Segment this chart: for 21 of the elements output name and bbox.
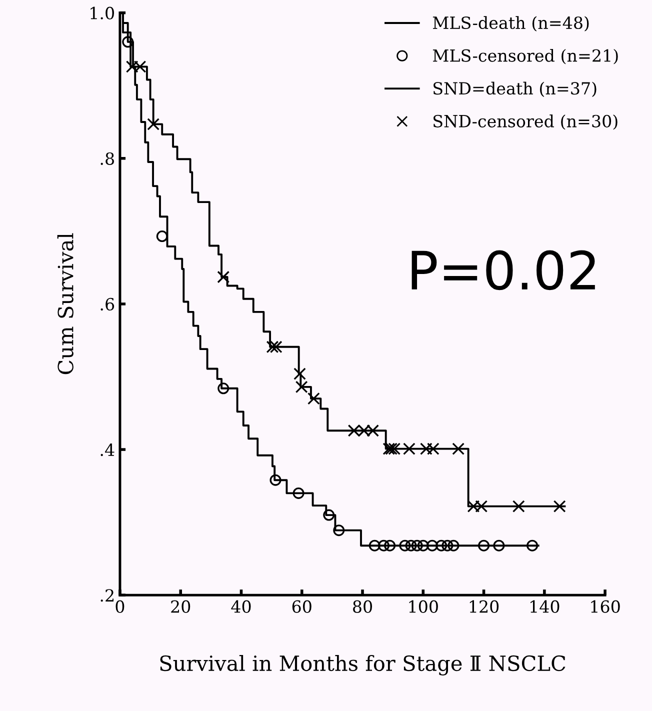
legend-label: SND-censored (n=30) [434,114,618,130]
x-tick-label: 40 [231,600,251,613]
x-tick-label: 60 [292,600,312,613]
y-tick-label: .2 [100,589,114,602]
x-tick-label: 20 [171,600,190,613]
y-axis-title: Cum Survival [57,233,74,374]
y-tick-label: .4 [100,443,114,456]
x-tick-label: 160 [591,600,620,613]
x-axis-title: Survival in Months for Stage Ⅱ NSCLC [160,654,566,676]
x-tick-label: 100 [409,600,438,613]
annotation: P=0.02 [412,250,595,290]
legend-label: MLS-censored (n=21) [432,48,618,64]
x-tick-label: 140 [530,600,560,613]
y-tick-label: 1.0 [90,6,114,20]
legend-label: SND=death (n=37) [434,82,596,98]
y-tick-label: .6 [100,298,114,311]
x-tick-label: 80 [353,600,372,613]
x-tick-label: 0 [116,600,124,613]
legend-label: MLS-death (n=48) [432,16,589,32]
x-tick-label: 120 [470,600,499,613]
y-tick-label: .8 [100,152,114,165]
